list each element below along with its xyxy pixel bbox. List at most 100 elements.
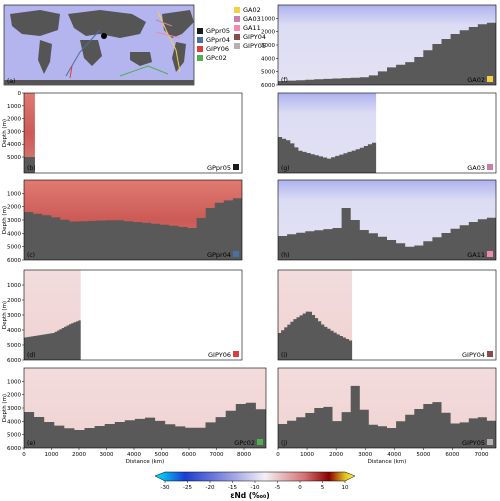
section-swatch (233, 351, 239, 357)
colorbar-tick-label: -20 (206, 485, 215, 491)
x-tick-label: 4000 (127, 452, 141, 458)
y-tick-label: 3000 (7, 129, 21, 135)
panel-c: 1000 2000 3000 4000 5000 6000 Depth (m) (c) GPpr… (2, 179, 243, 264)
y-tick-label: 5000 (7, 433, 21, 439)
section-name: GIPY06 (208, 351, 231, 359)
y-tick-label: 1000 (261, 16, 275, 22)
x-tick-label: 7000 (210, 452, 224, 458)
x-tick-label: 0 (276, 452, 280, 458)
section-swatch (233, 164, 239, 170)
colorbar-bar (154, 471, 356, 482)
y-tick-label: 5000 (7, 155, 21, 161)
section-swatch (233, 251, 239, 257)
colorbar-tick-label: -30 (161, 485, 170, 491)
section-name: GIPY05 (462, 439, 485, 447)
panel-f: 1000 2000 3000 4000 5000 6000 (f) GA02 (261, 4, 497, 89)
panel-i: (i) GIPY04 (277, 269, 497, 361)
legend-entry: GPpr04 (206, 36, 230, 44)
colorbar-tick-label: -15 (228, 485, 237, 491)
legend-entry: GIPY06 (206, 45, 229, 53)
y-tick-label: 4000 (7, 328, 21, 334)
y-axis-label: Depth (m) (2, 301, 8, 329)
bathymetry (278, 137, 377, 173)
legend-swatch (197, 55, 203, 61)
y-tick-label: 1000 (7, 191, 21, 197)
bathymetry (278, 385, 496, 448)
colorbar-tick-label: 5 (321, 485, 325, 491)
bathymetry (278, 311, 353, 360)
panel-h: (h) GA11 (277, 179, 497, 261)
panel-frame (277, 92, 497, 174)
x-tick-label: 7000 (474, 452, 488, 458)
section-swatch (487, 76, 493, 82)
bathymetry (24, 319, 81, 360)
section-name: GPpr05 (207, 164, 231, 172)
y-tick-label: 0 (18, 91, 22, 97)
section-swatch (487, 251, 493, 257)
x-tick-label: 1000 (300, 452, 314, 458)
y-tick-label: 6000 (7, 446, 21, 452)
section-name: GPpr04 (207, 251, 231, 259)
y-tick-label: 2000 (7, 393, 21, 399)
x-tick-label: 6000 (182, 452, 196, 458)
legend-swatch (234, 7, 240, 13)
section-name: GA03 (467, 164, 485, 172)
panel-frame (277, 269, 497, 361)
y-tick-label: 6000 (261, 83, 275, 89)
x-axis-label: Distance (km) (126, 459, 165, 465)
legend: GPpr05GPpr04GIPY06GPc02GA02GA03GA11GIPY0… (197, 6, 266, 62)
y-tick-label: 4000 (261, 56, 275, 62)
panel-label: (i) (281, 352, 287, 359)
section-swatch (487, 351, 493, 357)
y-axis-label: Depth (m) (2, 394, 8, 422)
x-axis-label: Distance (km) (368, 459, 407, 465)
bathymetry (24, 402, 266, 448)
x-tick-label: 8000 (237, 452, 251, 458)
map-panel: (a) (3, 4, 195, 86)
legend-swatch (234, 34, 240, 40)
section-fill (24, 93, 35, 173)
panel-label: (d) (27, 352, 36, 359)
x-tick-label: 5000 (416, 452, 430, 458)
legend-entry: GA03 (243, 15, 261, 23)
colorbar: -30 -25 -20 -15 -10 -5 0 5 10 εNd (‰₀) (154, 471, 356, 500)
y-tick-label: 2000 (7, 117, 21, 123)
legend-entry: GA02 (243, 6, 261, 14)
x-tick-label: 5000 (155, 452, 169, 458)
panel-label: (j) (281, 440, 287, 447)
y-tick-label: 5000 (261, 70, 275, 76)
colorbar-tick-label: 0 (298, 485, 302, 491)
x-tick-label: 2000 (329, 452, 343, 458)
legend-swatch (234, 16, 240, 22)
section-swatch (487, 164, 493, 170)
x-tick-label: 0 (22, 452, 26, 458)
y-tick-label: 6000 (7, 358, 21, 364)
legend-entry: GIPY04 (243, 33, 266, 41)
x-tick-label: 6000 (445, 452, 459, 458)
section-name: GA11 (467, 251, 485, 259)
panel-g: (g) GA03 (277, 92, 497, 174)
x-tick-label: 1000 (45, 452, 59, 458)
y-tick-label: 3000 (261, 43, 275, 49)
legend-swatch (197, 46, 203, 52)
legend-entry: GIPY05 (243, 42, 266, 50)
legend-entry: GPc02 (206, 54, 227, 62)
bathymetry (24, 196, 242, 260)
map-label: (a) (7, 78, 15, 85)
panel-label: (f) (281, 77, 288, 84)
y-tick-label: 1000 (7, 104, 21, 110)
panel-frame (23, 92, 243, 174)
y-tick-label: 1000 (7, 379, 21, 385)
legend-entry: GA11 (243, 24, 261, 32)
y-tick-label: 4000 (7, 231, 21, 237)
section-name: GPc02 (234, 439, 255, 447)
panel-e: 1000 2000 3000 4000 5000 6000 Depth (m) 0 1000 20… (2, 367, 267, 465)
x-tick-label: 2000 (72, 452, 86, 458)
y-tick-label: 1000 (7, 283, 21, 289)
colorbar-ticks: -30 -25 -20 -15 -10 -5 0 5 10 (161, 481, 349, 491)
y-tick-label: 3000 (7, 218, 21, 224)
section-name: GIPY04 (462, 351, 485, 359)
panel-label: (b) (27, 165, 36, 172)
bathymetry (24, 157, 35, 173)
